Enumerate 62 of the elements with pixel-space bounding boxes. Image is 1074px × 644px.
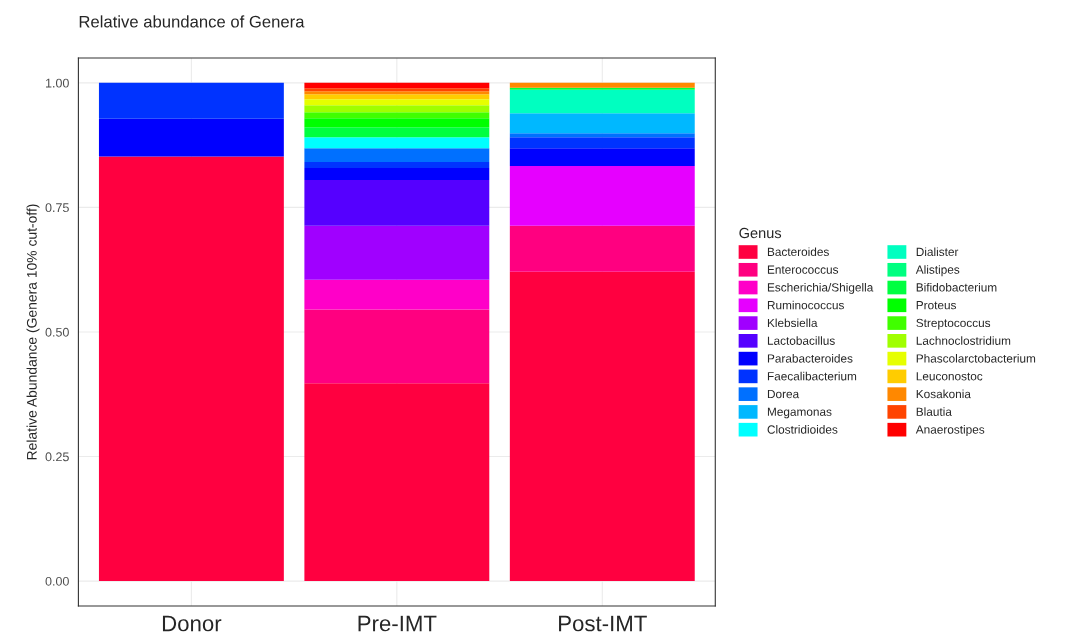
bar <box>509 137 695 149</box>
bar <box>304 137 490 149</box>
x-tick-label: Post-IMT <box>559 615 647 632</box>
legend-label: Phascolarctobacterium <box>916 353 1036 363</box>
legend-label: Bifidobacterium <box>916 282 997 292</box>
bar <box>509 87 695 90</box>
legend-label: Blautia <box>916 407 952 416</box>
legend-label: Enterococcus <box>767 265 839 274</box>
x-tick-label: Donor <box>162 615 222 632</box>
bar <box>509 166 695 226</box>
y-axis-title: Relative Abundance (Genera 10% cut-off) <box>26 204 40 460</box>
bar <box>509 148 695 167</box>
legend-title: Genus <box>739 227 782 239</box>
legend-label: Lachnoclostridium <box>916 336 1011 345</box>
bar <box>509 133 695 138</box>
legend-label: Faecalibacterium <box>767 371 857 381</box>
y-tick-label: 0.00 <box>45 576 69 586</box>
legend-label: Leuconostoc <box>916 372 983 381</box>
legend-label: Anaerostipes <box>915 425 985 437</box>
legend-label: Klebsiella <box>767 318 818 328</box>
bar <box>304 112 490 119</box>
y-tick-label: 0.50 <box>45 327 69 337</box>
legend-label: Clostridioides <box>767 425 838 434</box>
legend-label: Dialister <box>916 247 959 257</box>
y-tick-label: 0.25 <box>45 452 69 462</box>
bar <box>304 82 490 89</box>
bar <box>304 383 490 582</box>
chart-title: Relative abundance of Genera <box>79 15 305 28</box>
bar <box>304 279 490 310</box>
bar <box>304 148 490 163</box>
legend-label: Megamonas <box>767 407 832 419</box>
bar <box>304 94 490 100</box>
bar <box>509 89 695 114</box>
legend-label: Dorea <box>767 389 800 399</box>
bar <box>304 118 490 128</box>
bar <box>98 82 284 119</box>
bar <box>98 156 284 582</box>
bar <box>304 225 490 280</box>
x-tick-label: Pre-IMT <box>358 615 437 632</box>
bar <box>509 271 695 582</box>
legend-label: Kosakonia <box>916 389 971 399</box>
legend-label: Parabacteroides <box>767 353 853 363</box>
bar <box>509 113 695 134</box>
legend-label: Lactobacillus <box>767 336 835 345</box>
legend-label: Bacteroides <box>767 247 829 257</box>
bar <box>304 309 490 384</box>
bar <box>304 168 490 181</box>
bar <box>304 180 490 226</box>
legend-label: Ruminococcus <box>767 300 844 310</box>
bar <box>304 127 490 138</box>
legend-label: Alistipes <box>915 265 960 277</box>
y-tick-label: 1.00 <box>46 78 69 88</box>
legend-label: Proteus <box>916 301 957 310</box>
legend-label: Escherichia/Shigella <box>767 282 874 294</box>
bar <box>304 162 490 169</box>
y-tick-label: 0.75 <box>45 203 69 213</box>
bar <box>509 82 695 88</box>
bar <box>304 99 490 106</box>
bar <box>98 118 284 157</box>
bar <box>304 105 490 113</box>
legend-label: Streptococcus <box>916 318 991 330</box>
bar <box>509 225 695 272</box>
